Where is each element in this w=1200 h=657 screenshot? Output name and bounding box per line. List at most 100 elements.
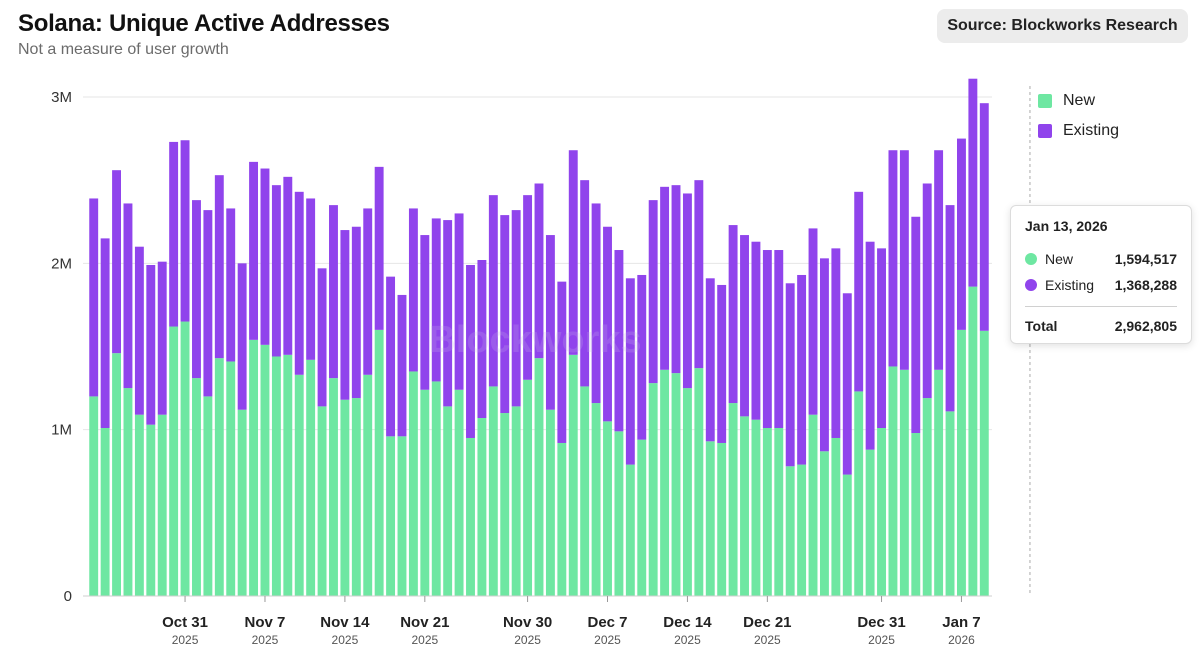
bar-existing[interactable]	[774, 250, 784, 429]
bar-existing[interactable]	[865, 241, 875, 450]
bar-existing[interactable]	[226, 208, 236, 362]
bar-existing[interactable]	[877, 248, 886, 429]
bar-existing[interactable]	[443, 220, 453, 407]
bar-new[interactable]	[808, 414, 818, 596]
bar-existing[interactable]	[854, 191, 864, 392]
bar-new[interactable]	[877, 428, 886, 596]
bar-existing[interactable]	[329, 205, 338, 379]
bar-new[interactable]	[226, 361, 236, 596]
bar-new[interactable]	[123, 388, 133, 596]
bar-existing[interactable]	[283, 176, 293, 355]
bar-new[interactable]	[237, 409, 247, 596]
bar-existing[interactable]	[545, 235, 555, 410]
bar-new[interactable]	[580, 386, 590, 596]
bar-new[interactable]	[682, 388, 692, 596]
bar-existing[interactable]	[100, 238, 110, 429]
bar-new[interactable]	[545, 409, 555, 596]
bar-existing[interactable]	[957, 138, 966, 330]
bar-existing[interactable]	[819, 258, 829, 452]
bar-existing[interactable]	[123, 203, 133, 389]
bar-existing[interactable]	[180, 140, 190, 322]
bar-existing[interactable]	[694, 180, 704, 369]
bar-existing[interactable]	[603, 226, 612, 422]
bar-existing[interactable]	[488, 195, 498, 387]
bar-new[interactable]	[271, 356, 281, 596]
bar-new[interactable]	[785, 466, 795, 596]
bar-new[interactable]	[397, 436, 407, 596]
bar-existing[interactable]	[363, 208, 373, 375]
bar-new[interactable]	[660, 369, 670, 596]
bar-existing[interactable]	[682, 193, 692, 389]
bar-existing[interactable]	[979, 103, 989, 331]
bar-existing[interactable]	[740, 235, 749, 417]
bar-existing[interactable]	[899, 150, 909, 370]
bar-new[interactable]	[408, 371, 418, 596]
bar-existing[interactable]	[249, 161, 259, 340]
bar-new[interactable]	[306, 359, 316, 596]
bar-new[interactable]	[214, 358, 224, 596]
bar-existing[interactable]	[351, 226, 361, 399]
bar-existing[interactable]	[386, 276, 396, 437]
bar-new[interactable]	[888, 366, 898, 596]
bar-existing[interactable]	[466, 264, 475, 438]
bar-new[interactable]	[511, 406, 521, 596]
bar-new[interactable]	[762, 428, 772, 596]
bar-existing[interactable]	[762, 250, 772, 429]
bar-new[interactable]	[728, 403, 738, 596]
bar-new[interactable]	[957, 329, 966, 596]
bar-new[interactable]	[854, 391, 864, 596]
bar-new[interactable]	[865, 449, 875, 596]
bar-existing[interactable]	[271, 185, 281, 357]
bar-existing[interactable]	[728, 225, 738, 404]
bar-new[interactable]	[157, 414, 167, 596]
bar-existing[interactable]	[237, 263, 247, 410]
bar-new[interactable]	[614, 431, 624, 596]
bar-new[interactable]	[374, 329, 384, 596]
bar-existing[interactable]	[397, 294, 407, 437]
bar-existing[interactable]	[134, 246, 144, 415]
bar-existing[interactable]	[797, 274, 807, 465]
bar-new[interactable]	[842, 474, 852, 596]
bar-existing[interactable]	[671, 185, 681, 374]
bar-existing[interactable]	[408, 208, 418, 372]
bar-new[interactable]	[488, 386, 498, 596]
bar-existing[interactable]	[420, 235, 430, 390]
bar-new[interactable]	[945, 411, 955, 596]
bar-new[interactable]	[774, 428, 784, 596]
bar-new[interactable]	[671, 373, 681, 596]
bar-new[interactable]	[500, 413, 510, 596]
bar-new[interactable]	[146, 424, 156, 596]
bar-existing[interactable]	[580, 180, 590, 387]
bar-existing[interactable]	[591, 203, 601, 404]
bar-new[interactable]	[625, 464, 635, 596]
bar-new[interactable]	[705, 441, 715, 596]
bar-new[interactable]	[386, 436, 396, 596]
bar-new[interactable]	[180, 321, 190, 596]
bar-new[interactable]	[717, 442, 727, 596]
bar-existing[interactable]	[374, 166, 384, 330]
bar-new[interactable]	[283, 354, 293, 596]
bar-new[interactable]	[899, 369, 909, 596]
bar-existing[interactable]	[340, 230, 350, 400]
legend-item-existing[interactable]: Existing	[1038, 116, 1119, 146]
bar-new[interactable]	[603, 421, 612, 596]
bar-existing[interactable]	[705, 278, 715, 442]
bar-existing[interactable]	[477, 260, 487, 419]
bar-new[interactable]	[637, 439, 647, 596]
bar-new[interactable]	[260, 344, 270, 596]
bar-existing[interactable]	[260, 168, 270, 345]
bar-existing[interactable]	[808, 228, 818, 415]
bar-existing[interactable]	[922, 183, 932, 399]
bar-new[interactable]	[317, 406, 327, 596]
bar-existing[interactable]	[534, 183, 544, 359]
bar-new[interactable]	[523, 379, 533, 596]
bar-new[interactable]	[934, 369, 944, 596]
bar-new[interactable]	[454, 389, 464, 596]
bar-new[interactable]	[169, 326, 179, 596]
bar-new[interactable]	[192, 378, 201, 596]
bar-existing[interactable]	[454, 213, 464, 390]
bar-new[interactable]	[968, 286, 978, 596]
legend-item-new[interactable]: New	[1038, 86, 1119, 116]
bar-existing[interactable]	[157, 261, 167, 415]
bar-new[interactable]	[294, 374, 304, 596]
